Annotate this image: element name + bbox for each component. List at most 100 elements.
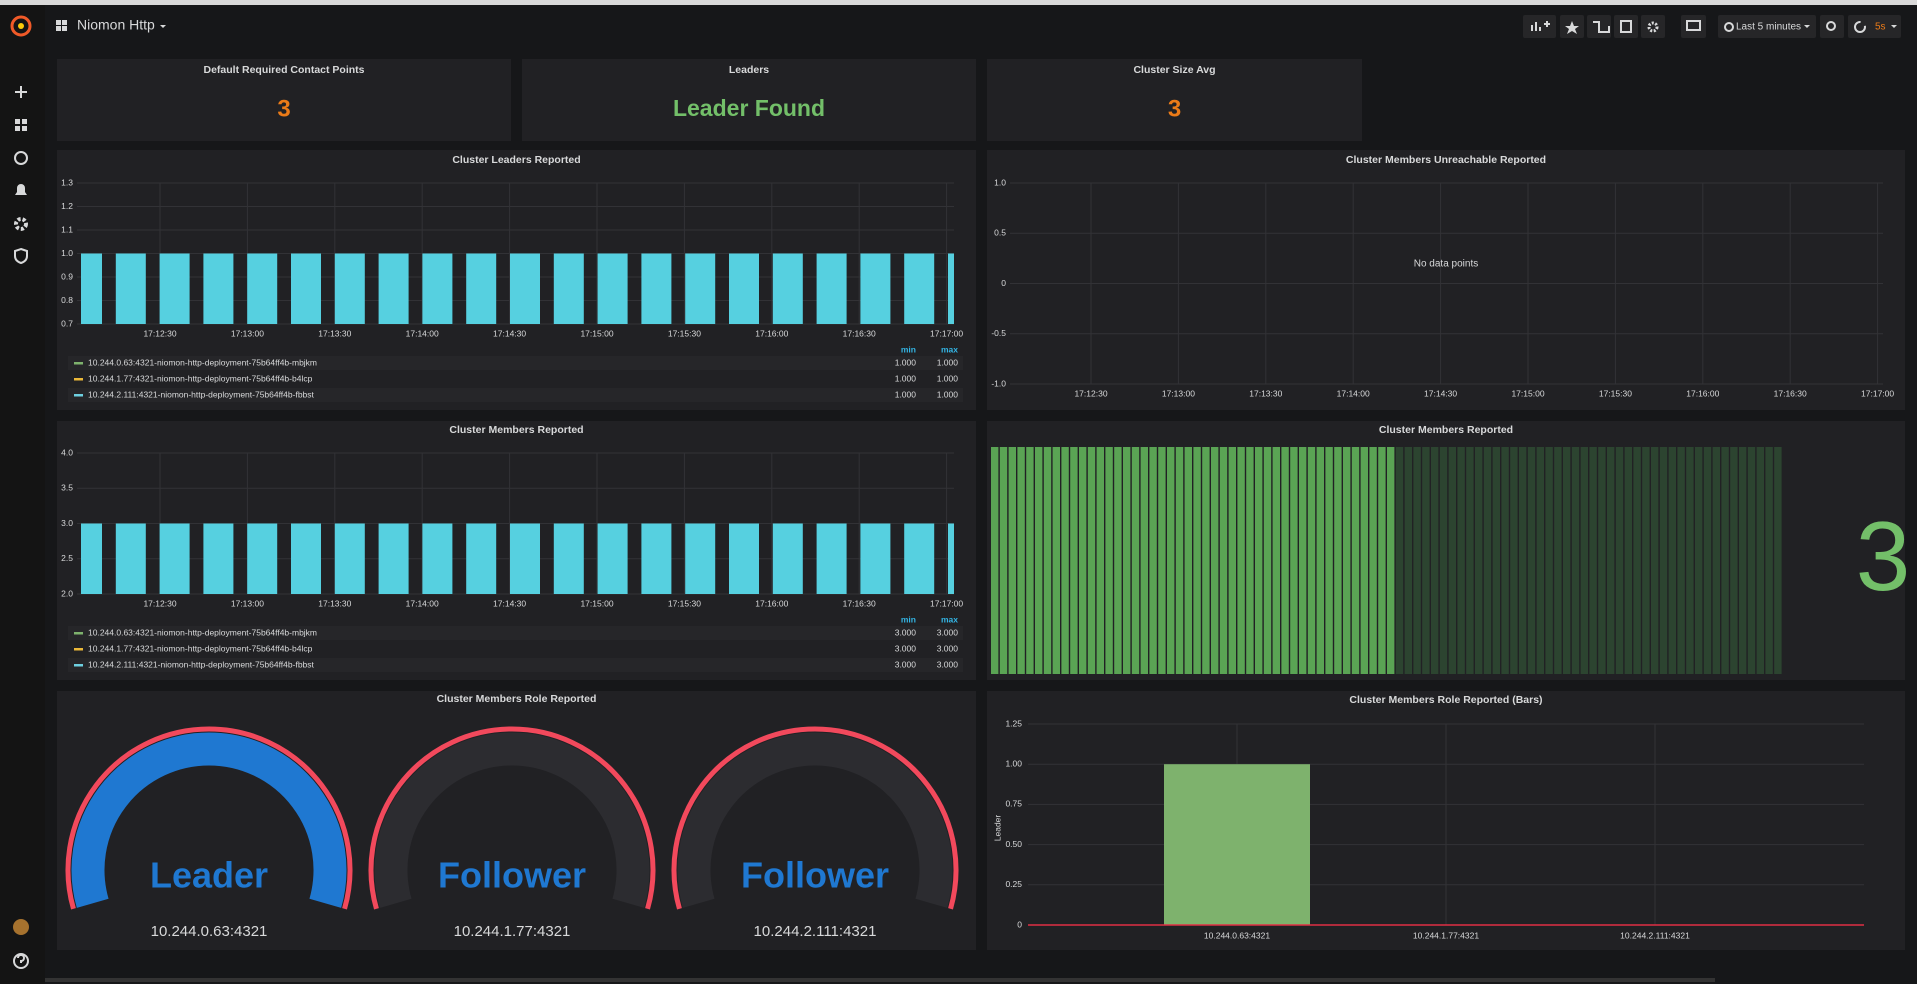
dashboards-icon[interactable] (15, 119, 27, 131)
bar (115, 523, 146, 594)
scrollbar[interactable] (45, 978, 1715, 982)
x-tick-label: 17:13:00 (1162, 388, 1195, 398)
x-tick-label: 17:16:00 (755, 598, 788, 608)
sparkline-bar (1008, 447, 1016, 674)
sparkline-bar (1211, 447, 1219, 674)
sparkline-bar (1545, 447, 1553, 674)
monitor-icon (1686, 20, 1701, 31)
sparkline-bar (1272, 447, 1280, 674)
sparkline-bar (1281, 447, 1289, 674)
sparkline-bar (1571, 447, 1580, 674)
config-icon[interactable] (14, 217, 28, 231)
sparkline-bar (1659, 447, 1668, 674)
logo[interactable] (10, 15, 32, 37)
x-tick-label: 17:16:30 (1774, 388, 1807, 398)
sparkline-bar (1422, 447, 1430, 674)
x-tick-label: 17:16:00 (755, 328, 788, 338)
dashboard-title[interactable]: Niomon Http (77, 17, 155, 33)
sparkline-bar (1739, 447, 1747, 674)
sparkline-bar (1149, 447, 1157, 674)
sparkline-bar (1131, 447, 1140, 674)
legend-row (68, 658, 963, 672)
panel (987, 59, 1362, 141)
y-tick-label: 0.50 (1005, 839, 1022, 849)
x-tick-label: 17:13:30 (1249, 388, 1282, 398)
add-panel-icon (1531, 21, 1550, 31)
bar (641, 523, 672, 594)
admin-icon[interactable] (14, 247, 28, 265)
x-tick-label: 10.244.2.111:4321 (1620, 930, 1690, 940)
bar (203, 523, 234, 594)
y-tick-label: 0.5 (994, 228, 1006, 238)
save-button[interactable] (1614, 15, 1638, 38)
panel (57, 59, 511, 141)
gauge-track (374, 732, 650, 908)
alerting-icon[interactable] (15, 184, 27, 195)
explore-icon[interactable] (14, 151, 28, 165)
bar (597, 253, 628, 324)
y-tick-label: 1.00 (1005, 758, 1022, 768)
zoom-out-button[interactable] (1820, 15, 1844, 38)
bar (81, 523, 102, 594)
time-picker[interactable] (1718, 15, 1816, 38)
view-mode-button[interactable] (1681, 15, 1706, 38)
dashboard-icon (56, 20, 67, 31)
bar (247, 523, 278, 594)
settings-icon (1647, 21, 1659, 33)
bar (553, 523, 584, 594)
sparkline-bar (1774, 447, 1782, 674)
sparkline-bar (1404, 447, 1412, 674)
sparkline-bar (1765, 447, 1773, 674)
avatar[interactable] (13, 919, 29, 935)
x-tick-label: 17:14:30 (493, 328, 526, 338)
y-tick-label: -1.0 (991, 378, 1006, 388)
bar (904, 523, 935, 594)
sparkline-bar (1123, 447, 1131, 674)
sparkline-bar (1228, 447, 1236, 674)
bar (334, 253, 365, 324)
legend-max: 3.000 (937, 627, 959, 637)
y-tick-label: 1.2 (61, 201, 73, 211)
panel (987, 150, 1905, 410)
legend-swatch (74, 632, 83, 635)
gauge-threshold (671, 726, 959, 910)
x-tick-label: 17:13:30 (318, 598, 351, 608)
sparkline-bar (1457, 447, 1465, 674)
legend-min: 3.000 (895, 643, 917, 653)
bar (422, 253, 453, 324)
sparkline-bar (1466, 447, 1474, 674)
sparkline-bar (1536, 447, 1544, 674)
sparkline-bar (1730, 447, 1738, 674)
x-tick-label: 17:17:00 (1861, 388, 1894, 398)
y-tick-label: 2.0 (61, 588, 73, 598)
gauge-label: Follower (438, 855, 586, 896)
sparkline-bar (1237, 447, 1245, 674)
sparkline-bar (1325, 447, 1333, 674)
sparkline-bar (1448, 447, 1456, 674)
sparkline-bar (1026, 447, 1034, 674)
bar (466, 523, 497, 594)
y-axis-label: Leader (992, 815, 1002, 842)
x-tick-label: 17:15:00 (580, 598, 613, 608)
settings-button[interactable] (1641, 15, 1665, 38)
x-tick-label: 17:16:30 (843, 598, 876, 608)
bar (203, 253, 234, 324)
bar (948, 253, 954, 324)
legend-swatch (74, 362, 83, 365)
sparkline-bar (1114, 447, 1122, 674)
refresh-icon (1854, 21, 1866, 33)
sparkline-bar (1079, 447, 1087, 674)
y-tick-label: 0.9 (61, 271, 73, 281)
legend-swatch (74, 378, 83, 381)
title-caret[interactable] (160, 25, 166, 28)
sidebar (0, 5, 45, 984)
stat-value: 3 (1168, 95, 1181, 122)
add-panel-button[interactable] (1523, 15, 1556, 38)
sparkline-bar (1431, 447, 1439, 674)
create-icon[interactable] (15, 86, 27, 98)
legend-row (68, 356, 963, 370)
save-icon (1620, 20, 1632, 33)
sparkline-bar (1501, 447, 1509, 674)
bar (816, 523, 847, 594)
legend-header: max (941, 344, 958, 354)
